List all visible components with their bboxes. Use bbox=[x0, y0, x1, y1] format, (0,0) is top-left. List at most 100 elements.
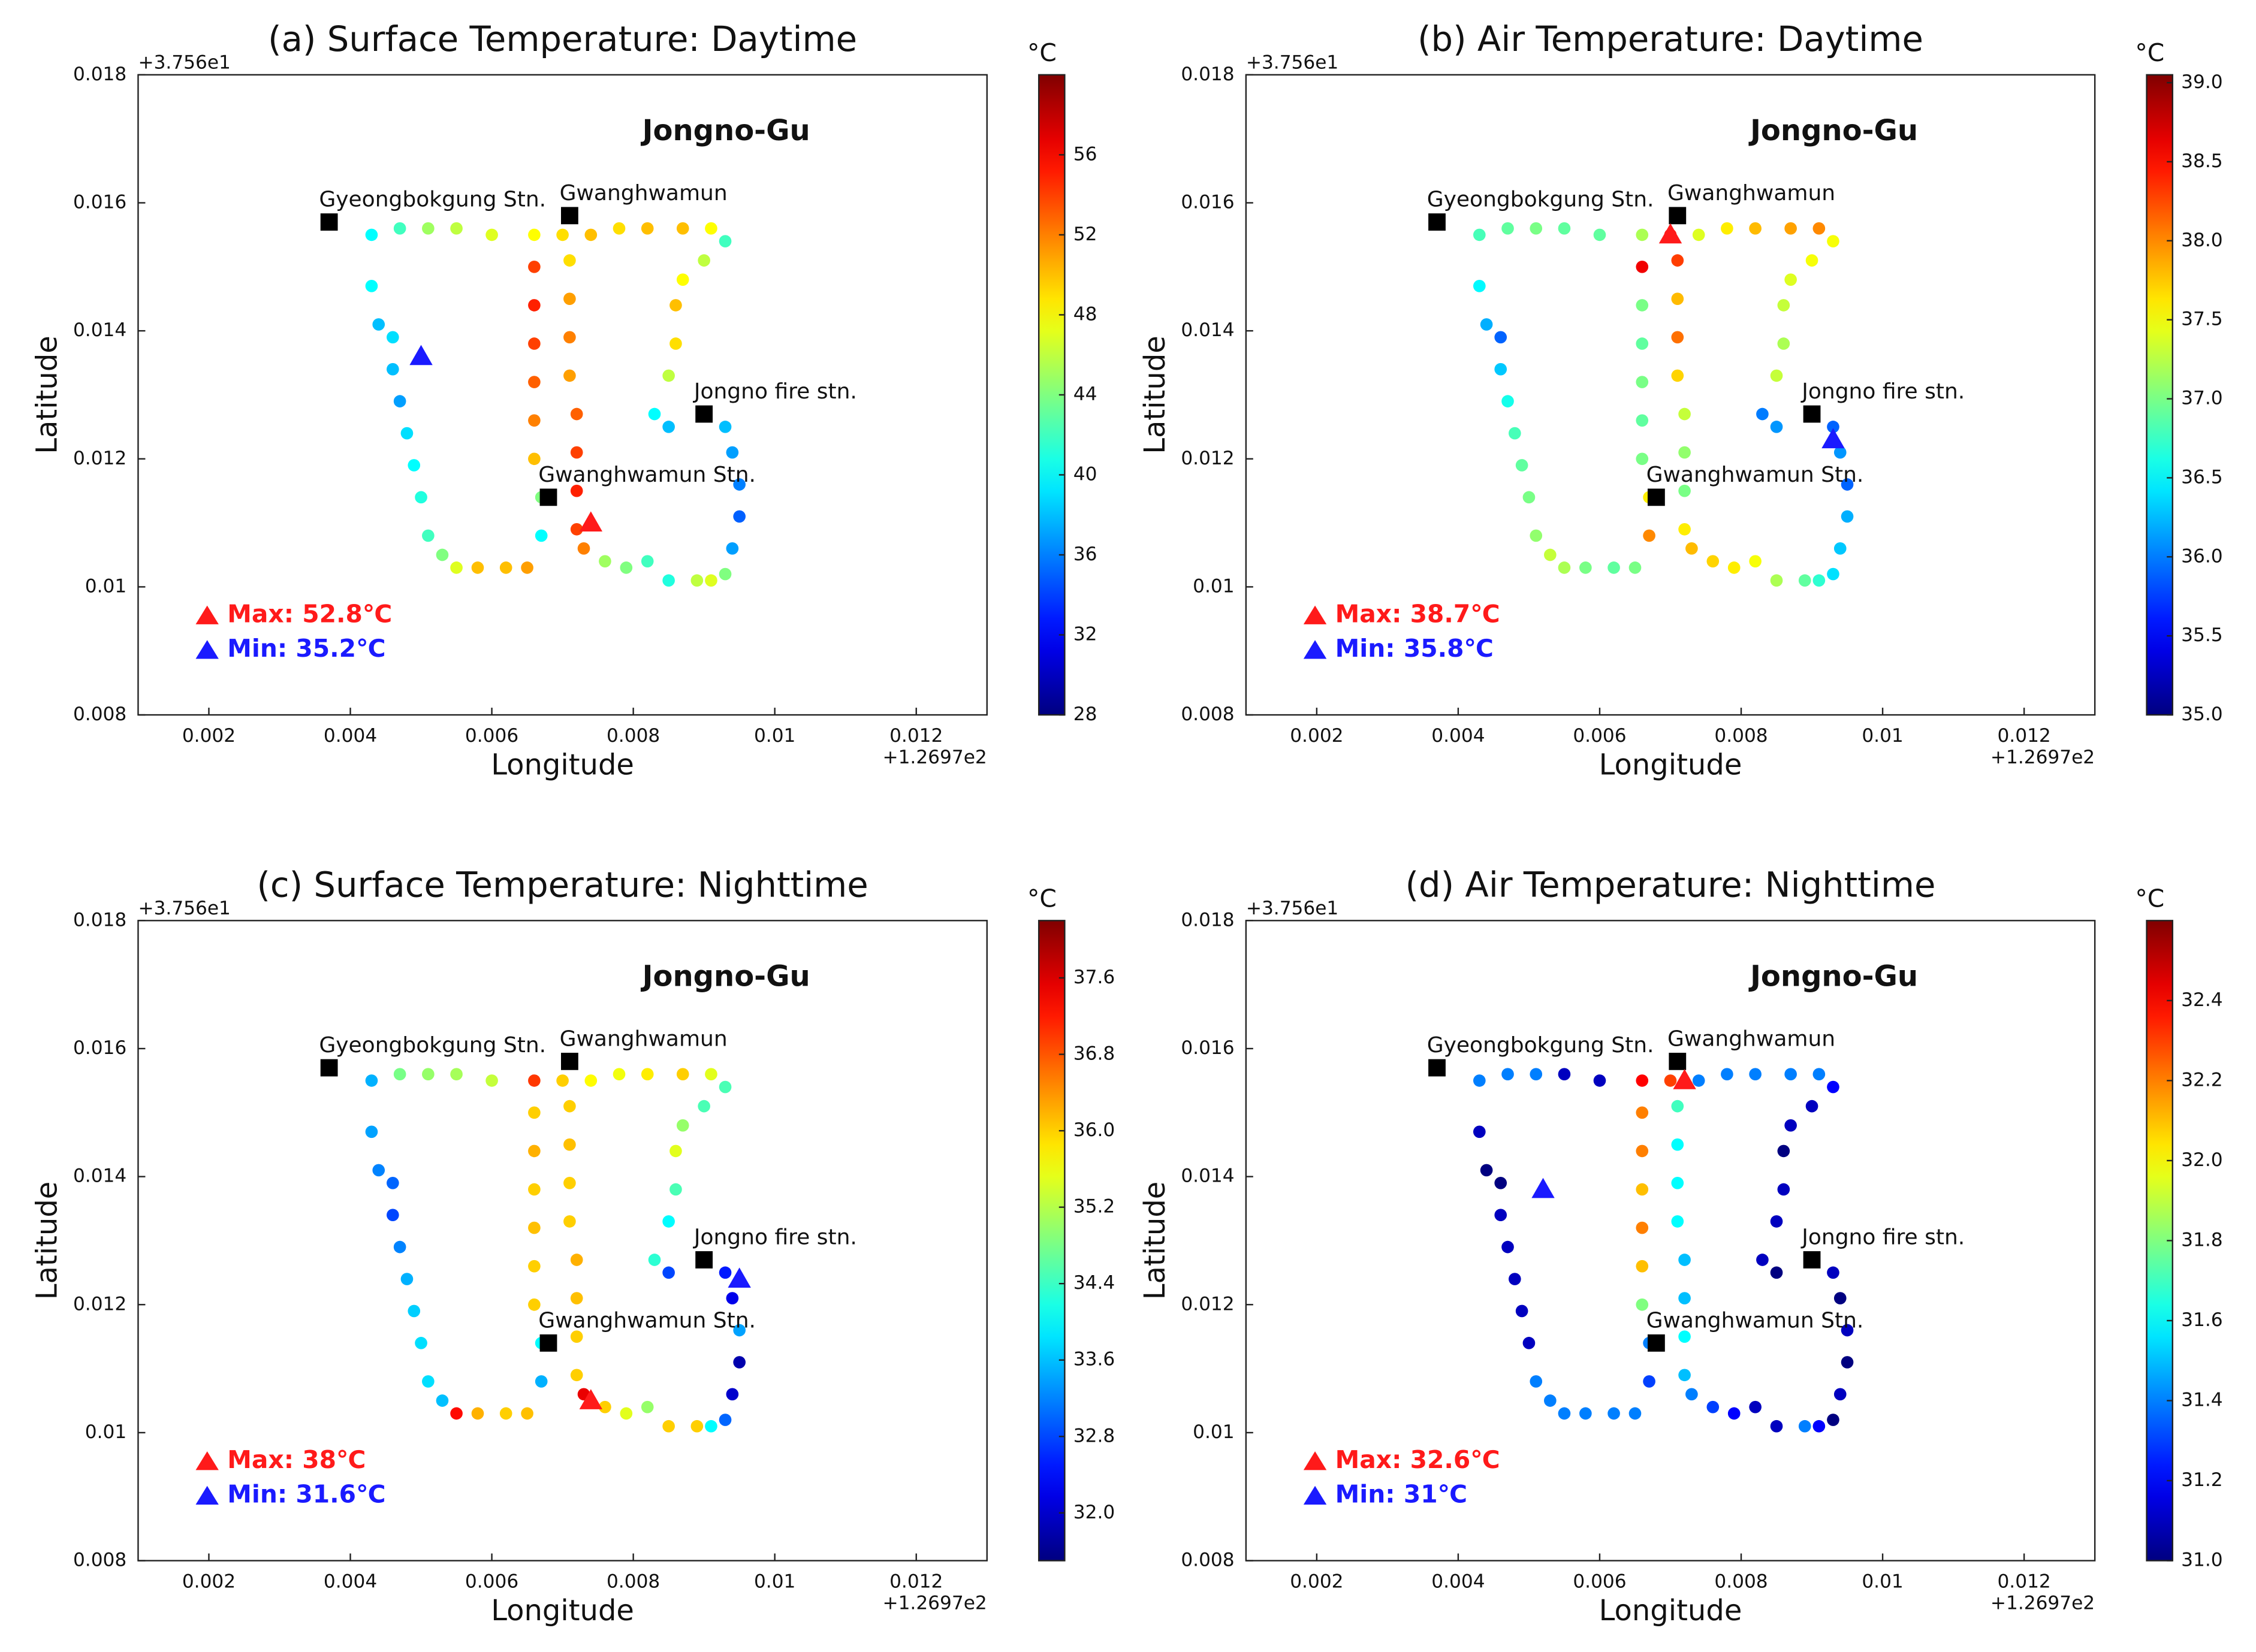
data-point bbox=[450, 222, 463, 235]
x-tick-label: 0.012 bbox=[889, 725, 943, 747]
station-marker bbox=[560, 1052, 578, 1070]
data-point bbox=[1841, 1324, 1854, 1337]
data-point bbox=[613, 1068, 626, 1081]
max-marker bbox=[1658, 223, 1682, 244]
data-point bbox=[570, 523, 583, 536]
data-point bbox=[719, 1414, 732, 1426]
data-point bbox=[528, 1298, 541, 1311]
data-point bbox=[387, 1209, 399, 1222]
y-tick-label: 0.008 bbox=[73, 703, 126, 725]
y-tick-label: 0.018 bbox=[73, 909, 126, 931]
station-marker bbox=[695, 1251, 713, 1269]
x-tick-label: 0.006 bbox=[1573, 725, 1626, 747]
colorbar-tick-label: 32.0 bbox=[2181, 1149, 2222, 1171]
data-point bbox=[1678, 1369, 1691, 1382]
data-point bbox=[698, 1100, 710, 1113]
data-point bbox=[1784, 1068, 1797, 1081]
data-point bbox=[570, 1330, 583, 1343]
data-point bbox=[528, 414, 541, 427]
min-legend-label: Min: 35.2℃ bbox=[227, 634, 385, 663]
data-point bbox=[1827, 1266, 1839, 1279]
data-point bbox=[563, 331, 576, 344]
x-tick-label: 0.006 bbox=[465, 725, 518, 747]
data-point bbox=[726, 542, 739, 555]
data-point bbox=[1827, 567, 1839, 581]
data-point bbox=[570, 407, 583, 421]
data-point bbox=[528, 1074, 541, 1087]
x-tick-label: 0.004 bbox=[1431, 725, 1485, 747]
data-point bbox=[1833, 1388, 1847, 1401]
data-point bbox=[1770, 421, 1783, 433]
data-point bbox=[1636, 1260, 1649, 1273]
colorbar-label: °C bbox=[1027, 884, 1057, 913]
max-marker bbox=[1673, 1069, 1696, 1089]
data-point bbox=[719, 567, 732, 581]
data-point bbox=[1798, 574, 1811, 587]
data-point bbox=[641, 1400, 654, 1414]
chart-title: (c) Surface Temperature: Nighttime bbox=[257, 865, 868, 905]
data-point bbox=[1671, 1176, 1684, 1189]
max-legend-label: Max: 38.7℃ bbox=[1335, 599, 1500, 628]
data-point bbox=[1501, 1240, 1514, 1254]
data-point bbox=[422, 222, 435, 235]
data-point bbox=[570, 446, 583, 459]
data-point bbox=[499, 561, 512, 574]
data-point bbox=[1628, 561, 1642, 574]
data-point bbox=[669, 1144, 682, 1158]
y-tick-label: 0.014 bbox=[1181, 319, 1234, 341]
data-point bbox=[422, 1068, 435, 1081]
data-point bbox=[1473, 228, 1486, 241]
data-point bbox=[1636, 414, 1649, 427]
data-point bbox=[1770, 1266, 1783, 1279]
colorbar-tick-label: 36 bbox=[1073, 543, 1097, 565]
plot-area bbox=[137, 74, 988, 716]
x-tick-label: 0.01 bbox=[754, 725, 795, 747]
data-point bbox=[528, 1260, 541, 1273]
data-point bbox=[1749, 1400, 1762, 1414]
data-point bbox=[719, 1266, 732, 1279]
x-axis-label: Longitude bbox=[1599, 1594, 1742, 1627]
data-point bbox=[528, 1183, 541, 1196]
y-tick-label: 0.008 bbox=[73, 1550, 126, 1571]
data-point bbox=[528, 1144, 541, 1158]
chart-title: (d) Air Temperature: Nighttime bbox=[1406, 865, 1936, 905]
data-point bbox=[1607, 1407, 1620, 1420]
chart-title: (a) Surface Temperature: Daytime bbox=[268, 19, 857, 59]
data-point bbox=[719, 421, 732, 433]
colorbar-tick-label: 31.0 bbox=[2181, 1550, 2222, 1571]
data-point bbox=[1558, 222, 1571, 235]
x-tick-label: 0.004 bbox=[1431, 1571, 1485, 1593]
data-point bbox=[1827, 1414, 1839, 1426]
data-point bbox=[1643, 1375, 1655, 1388]
plot-area bbox=[137, 920, 988, 1562]
station-label: Gwanghwamun bbox=[560, 181, 728, 206]
data-point bbox=[1501, 395, 1514, 407]
colorbar-tick-label: 34.4 bbox=[1073, 1272, 1115, 1294]
x-tick-label: 0.008 bbox=[607, 1571, 660, 1593]
y-tick-label: 0.016 bbox=[73, 1037, 126, 1059]
x-tick-label: 0.002 bbox=[182, 1571, 236, 1593]
data-point bbox=[1530, 1375, 1543, 1388]
station-label: Jongno fire stn. bbox=[1800, 379, 1965, 404]
data-point bbox=[1636, 1074, 1649, 1087]
data-point bbox=[1678, 1330, 1691, 1343]
colorbar-tick-label: 36.5 bbox=[2181, 466, 2222, 488]
y-axis-label: Latitude bbox=[1138, 1182, 1172, 1300]
station-marker bbox=[1803, 1251, 1821, 1269]
colorbar-tick-label: 48 bbox=[1073, 303, 1097, 325]
data-point bbox=[436, 1394, 449, 1407]
station-label: Gwanghwamun bbox=[560, 1026, 728, 1051]
y-tick-label: 0.014 bbox=[73, 319, 126, 341]
data-point bbox=[705, 1068, 717, 1081]
data-point bbox=[528, 1221, 541, 1234]
data-point bbox=[1749, 222, 1762, 235]
min-legend-marker bbox=[1303, 1485, 1327, 1505]
station-label: Gwanghwamun Stn. bbox=[1646, 1308, 1864, 1333]
station-label: Gwanghwamun bbox=[1667, 181, 1835, 206]
colorbar-tick-label: 37.6 bbox=[1073, 967, 1115, 988]
data-point bbox=[1678, 407, 1691, 421]
data-point bbox=[1473, 1074, 1486, 1087]
colorbar-tick-label: 32.8 bbox=[1073, 1425, 1115, 1446]
data-point bbox=[1812, 1420, 1826, 1433]
